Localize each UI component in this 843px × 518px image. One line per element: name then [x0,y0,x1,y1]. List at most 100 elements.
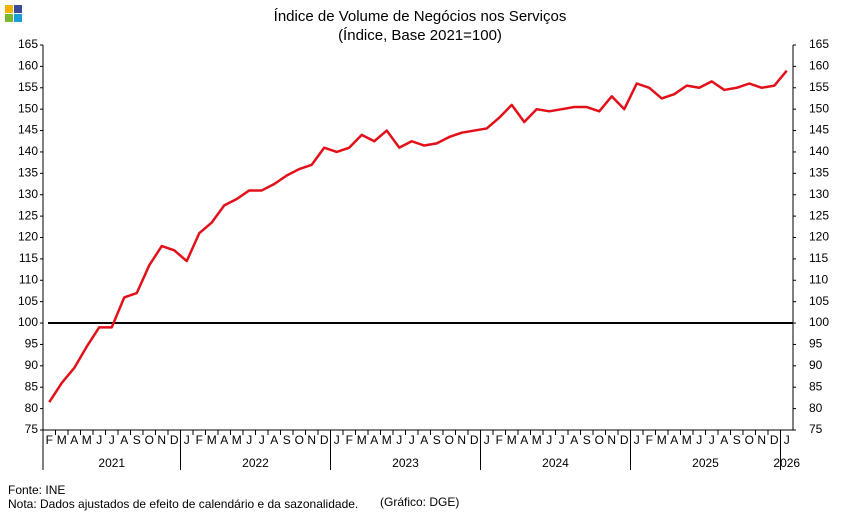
x-tick-label: O [445,433,454,447]
y-tick-label: 165 [18,37,38,51]
x-tick-label: F [46,433,53,447]
x-tick-label: J [259,433,265,447]
y2-tick-label: 160 [809,59,829,73]
x-tick-label: M [232,433,242,447]
y-tick-label: 100 [18,315,38,329]
y2-tick-label: 90 [809,358,823,372]
x-tick-label: F [496,433,503,447]
x-tick-label: J [334,433,340,447]
y2-tick-label: 145 [809,123,829,137]
y2-tick-label: 140 [809,144,829,158]
y2-tick-label: 110 [809,272,828,286]
chart-title: Índice de Volume de Negócios nos Serviço… [274,8,567,25]
y-tick-label: 110 [19,272,38,286]
y2-tick-label: 155 [809,80,829,94]
x-tick-label: N [607,433,616,447]
x-tick-label: D [770,433,779,447]
y2-tick-label: 115 [809,251,828,265]
y2-tick-label: 105 [809,294,829,308]
y-tick-label: 135 [18,166,38,180]
x-group-label: 2026 [773,456,800,470]
x-tick-label: J [559,433,565,447]
x-tick-label: S [283,433,291,447]
y2-tick-label: 165 [809,37,829,51]
y2-tick-label: 80 [809,401,823,415]
x-tick-label: F [646,433,653,447]
x-group-label: 2023 [392,456,419,470]
x-tick-label: A [70,433,78,447]
x-tick-label: M [507,433,517,447]
y-tick-label: 80 [25,401,39,415]
data-line [48,69,788,403]
x-tick-label: M [657,433,667,447]
x-tick-label: A [520,433,528,447]
x-tick-label: N [307,433,316,447]
x-tick-label: O [745,433,754,447]
x-tick-label: J [709,433,715,447]
x-tick-label: J [96,433,102,447]
x-tick-label: M [82,433,92,447]
x-tick-label: M [682,433,692,447]
x-tick-label: D [620,433,629,447]
y-tick-label: 145 [18,123,38,137]
x-tick-label: J [634,433,640,447]
y-tick-label: 140 [18,144,38,158]
x-tick-label: O [295,433,304,447]
x-tick-label: S [133,433,141,447]
x-tick-label: A [720,433,728,447]
y-tick-label: 160 [18,59,38,73]
y-tick-label: 105 [18,294,38,308]
y2-tick-label: 130 [809,187,829,201]
x-tick-label: A [370,433,378,447]
y2-tick-label: 85 [809,379,823,393]
credit: (Gráfico: DGE) [380,495,459,509]
y-tick-label: 95 [25,337,39,351]
y2-tick-label: 95 [809,337,823,351]
x-tick-label: N [457,433,466,447]
x-tick-label: M [207,433,217,447]
x-tick-label: J [546,433,552,447]
y-tick-label: 115 [19,251,38,265]
x-tick-label: A [420,433,428,447]
y-tick-label: 155 [18,80,38,94]
x-tick-label: M [357,433,367,447]
x-tick-label: M [532,433,542,447]
y-tick-label: 120 [18,230,38,244]
x-tick-label: M [57,433,67,447]
x-tick-label: D [320,433,329,447]
x-tick-label: J [184,433,190,447]
x-tick-label: A [570,433,578,447]
x-tick-label: A [120,433,128,447]
x-tick-label: F [196,433,203,447]
y2-tick-label: 125 [809,208,829,222]
x-tick-label: N [757,433,766,447]
x-tick-label: S [583,433,591,447]
x-tick-label: A [220,433,228,447]
y-tick-label: 75 [25,422,39,436]
y-tick-label: 150 [18,101,38,115]
y2-tick-label: 135 [809,166,829,180]
x-tick-label: M [382,433,392,447]
x-tick-label: J [409,433,415,447]
y-tick-label: 130 [18,187,38,201]
x-tick-label: S [733,433,741,447]
x-tick-label: N [157,433,166,447]
x-tick-label: O [595,433,604,447]
x-tick-label: J [246,433,252,447]
x-tick-label: J [484,433,490,447]
y2-tick-label: 150 [809,101,829,115]
x-tick-label: J [109,433,115,447]
x-tick-label: J [784,433,790,447]
y2-tick-label: 75 [809,422,823,436]
x-tick-label: J [396,433,402,447]
x-tick-label: A [670,433,678,447]
y-tick-label: 90 [25,358,39,372]
x-tick-label: F [346,433,353,447]
y-tick-label: 125 [18,208,38,222]
x-tick-label: D [170,433,179,447]
x-tick-label: S [433,433,441,447]
chart-subtitle: (Índice, Base 2021=100) [338,27,502,44]
x-group-label: 2022 [242,456,269,470]
x-group-label: 2024 [542,456,569,470]
